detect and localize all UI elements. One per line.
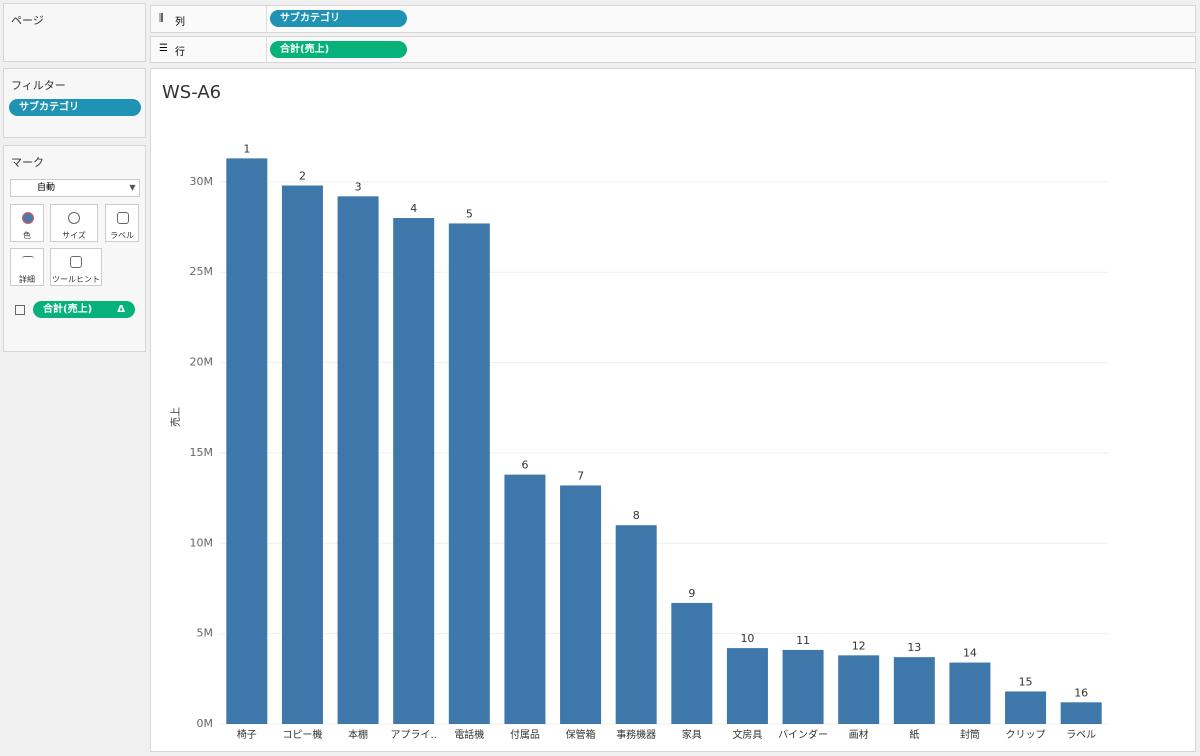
rows-pill[interactable]: 合計(売上) (270, 41, 407, 58)
size-button[interactable]: サイズ (50, 204, 98, 242)
columns-label: 列 (175, 17, 185, 28)
x-tick-label: 電話機 (454, 728, 484, 741)
y-tick-label: 10M (190, 536, 214, 549)
rows-label: 行 (175, 47, 185, 58)
chart: WS-A6 売上 0M 5M 10M 15M 20M 25M 30M 椅子 1 コピー機 2 本棚 3 ア… (150, 68, 1196, 752)
marks-panel: マーク 自動 ▼ 色 サイズ ラベル 詳細 ツールヒント 合計(売上) Δ (3, 145, 146, 352)
divider (266, 37, 267, 62)
y-tick-label: 5M (197, 627, 214, 640)
bar (726, 648, 768, 724)
bar (949, 662, 991, 724)
pages-panel: ページ (3, 3, 146, 62)
size-label: サイズ (62, 231, 86, 240)
rank-label: 7 (577, 469, 584, 482)
label-button[interactable]: ラベル (105, 204, 139, 242)
detail-button[interactable]: 詳細 (10, 248, 44, 286)
y-tick-label: 0M (197, 717, 214, 730)
bar (671, 602, 713, 724)
rows-icon: ☰ (159, 43, 168, 54)
x-tick-label: 封筒 (960, 728, 980, 741)
bar (560, 485, 602, 724)
bar (838, 655, 880, 724)
rank-label: 16 (1074, 686, 1088, 699)
x-tick-label: アプライ.. (391, 729, 437, 741)
x-tick-label: 画材 (849, 728, 869, 741)
x-tick-label: 紙 (909, 728, 919, 741)
bar (615, 525, 657, 724)
tooltip-label: ツールヒント (52, 275, 100, 284)
rank-label: 2 (299, 169, 306, 182)
mark-type-dropdown[interactable]: 自動 (10, 179, 140, 197)
color-button[interactable]: 色 (10, 204, 44, 242)
detail-label: 詳細 (19, 275, 35, 284)
rank-label: 5 (466, 207, 473, 220)
bar (226, 158, 268, 724)
tooltip-button[interactable]: ツールヒント (50, 248, 102, 286)
marks-pill[interactable]: 合計(売上) Δ (33, 301, 135, 318)
columns-pill[interactable]: サブカテゴリ (270, 10, 407, 27)
x-tick-label: 文房具 (732, 728, 762, 741)
chart-title: WS-A6 (162, 82, 221, 103)
x-tick-label: バインダー (778, 728, 828, 741)
rank-label: 9 (688, 587, 695, 600)
rank-label: 8 (633, 509, 640, 522)
y-tick-label: 25M (190, 265, 214, 278)
y-tick-label: 15M (190, 446, 214, 459)
x-tick-label: コピー機 (282, 728, 322, 741)
marks-title: マーク (11, 156, 44, 169)
bar (281, 185, 323, 724)
rank-label: 13 (907, 641, 921, 654)
rank-label: 6 (521, 459, 528, 472)
color-label: 色 (23, 231, 31, 240)
label-icon (15, 305, 25, 315)
filters-title: フィルター (11, 79, 66, 92)
filter-pill[interactable]: サブカテゴリ (9, 99, 141, 116)
y-tick-label: 20M (190, 356, 214, 369)
x-tick-label: 保管箱 (566, 728, 596, 741)
columns-shelf: ⫼ 列 サブカテゴリ (150, 5, 1196, 33)
bar (782, 649, 824, 724)
bar (1005, 691, 1047, 724)
rows-shelf: ☰ 行 合計(売上) (150, 36, 1196, 63)
marks-pill-icon: Δ (117, 304, 125, 315)
x-tick-label: 事務機器 (616, 728, 656, 741)
rank-label: 12 (852, 639, 866, 652)
pages-title: ページ (11, 14, 44, 27)
columns-icon: ⫼ (159, 13, 164, 24)
rank-label: 4 (410, 202, 417, 215)
rank-label: 15 (1019, 675, 1033, 688)
x-tick-label: 本棚 (348, 728, 368, 741)
rank-label: 14 (963, 647, 977, 660)
rank-label: 10 (740, 632, 754, 645)
x-tick-label: クリップ (1006, 729, 1046, 741)
y-axis-title: 売上 (169, 407, 182, 427)
bar (448, 223, 490, 724)
bar (337, 196, 379, 725)
bar (504, 474, 546, 724)
bar (393, 218, 435, 724)
label-label: ラベル (110, 231, 134, 240)
y-tick-label: 30M (190, 175, 214, 188)
divider (266, 6, 267, 32)
rank-label: 1 (243, 142, 250, 155)
x-tick-label: ラベル (1066, 729, 1096, 741)
x-tick-label: 家具 (682, 728, 702, 741)
bar (893, 657, 935, 724)
dropdown-arrow[interactable]: ▼ (129, 183, 136, 192)
bar (1060, 702, 1102, 724)
rank-label: 11 (796, 634, 810, 647)
x-tick-label: 椅子 (237, 728, 257, 741)
marks-pill-text: 合計(売上) (43, 304, 93, 315)
x-tick-label: 付属品 (510, 728, 540, 741)
rank-label: 3 (355, 180, 362, 193)
filters-panel: フィルター サブカテゴリ (3, 68, 146, 138)
